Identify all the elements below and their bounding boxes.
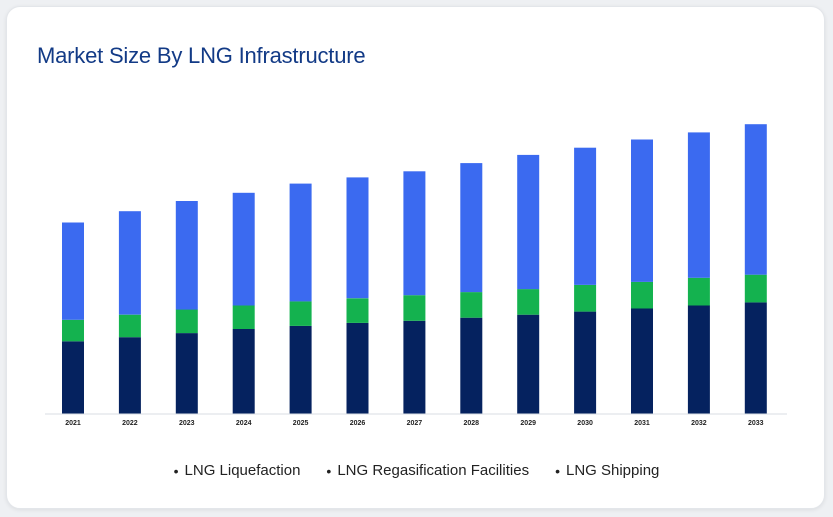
bar-segment-shipping-2022[interactable]: [118, 337, 141, 414]
bar-segment-liquefaction-2030[interactable]: [574, 147, 597, 285]
x-tick-label: 2025: [293, 420, 309, 427]
bar-segment-regasification-2021[interactable]: [62, 319, 84, 342]
bar-segment-regasification-2033[interactable]: [744, 274, 767, 303]
bar-segment-regasification-2032[interactable]: [687, 277, 710, 306]
legend-bullet: •: [555, 462, 560, 479]
x-tick-label: 2030: [577, 420, 593, 427]
bar-segment-liquefaction-2028[interactable]: [460, 163, 483, 293]
x-tick-label: 2026: [350, 420, 366, 427]
bar-segment-regasification-2023[interactable]: [175, 309, 198, 334]
x-tick-label: 2033: [748, 420, 764, 427]
x-tick-label: 2023: [179, 420, 195, 427]
bar-segment-liquefaction-2032[interactable]: [687, 132, 710, 278]
bar-segment-shipping-2030[interactable]: [574, 311, 597, 414]
bar-segment-regasification-2024[interactable]: [232, 305, 255, 329]
bar-segment-shipping-2033[interactable]: [744, 302, 767, 414]
x-tick-label: 2029: [520, 420, 536, 427]
bar-segment-regasification-2026[interactable]: [346, 298, 369, 323]
x-tick-label: 2031: [634, 420, 650, 427]
x-tick-label: 2022: [122, 420, 138, 427]
bar-segment-shipping-2023[interactable]: [175, 333, 198, 414]
bar-segment-liquefaction-2022[interactable]: [118, 211, 141, 315]
stacked-bar-chart: 2021 2022 2023 2024 2025 2026 2027 2028 2029 2030…: [45, 124, 787, 427]
legend-item-regasification[interactable]: • LNG Regasification Facilities: [326, 462, 529, 479]
bar-segment-shipping-2026[interactable]: [346, 322, 369, 414]
chart-title: Market Size By LNG Infrastructure: [37, 43, 366, 68]
legend-item-liquefaction[interactable]: • LNG Liquefaction: [174, 462, 301, 479]
bars-group: [62, 124, 767, 414]
bar-segment-liquefaction-2021[interactable]: [62, 222, 84, 320]
bar-segment-liquefaction-2027[interactable]: [403, 171, 426, 296]
bar-segment-regasification-2028[interactable]: [460, 292, 483, 318]
legend: • LNG Liquefaction • LNG Regasification …: [7, 462, 826, 479]
legend-label: LNG Regasification Facilities: [337, 462, 530, 479]
x-tick-label: 2027: [407, 420, 423, 427]
bar-segment-liquefaction-2031[interactable]: [631, 139, 653, 282]
x-tick-labels: 2021 2022 2023 2024 2025 2026 2027 2028 2029 2030…: [65, 420, 763, 427]
bar-segment-liquefaction-2029[interactable]: [517, 154, 540, 290]
bar-segment-shipping-2025[interactable]: [289, 325, 312, 414]
legend-item-shipping[interactable]: • LNG Shipping: [555, 462, 659, 479]
bar-segment-shipping-2021[interactable]: [62, 341, 84, 414]
bar-segment-shipping-2032[interactable]: [687, 305, 710, 414]
bar-segment-liquefaction-2033[interactable]: [744, 124, 767, 275]
bar-segment-liquefaction-2023[interactable]: [175, 201, 198, 310]
bar-segment-liquefaction-2025[interactable]: [289, 183, 312, 302]
legend-label: LNG Liquefaction: [184, 462, 301, 479]
bar-segment-regasification-2031[interactable]: [631, 281, 653, 309]
x-tick-label: 2032: [691, 420, 707, 427]
x-tick-label: 2024: [236, 420, 252, 427]
bar-segment-shipping-2028[interactable]: [460, 317, 483, 414]
x-tick-label: 2028: [464, 420, 480, 427]
legend-bullet: •: [326, 462, 332, 479]
chart-card: Market Size By LNG Infrastructure 2021 20…: [6, 6, 825, 509]
bar-segment-liquefaction-2024[interactable]: [232, 192, 255, 306]
bar-segment-shipping-2031[interactable]: [631, 308, 653, 415]
bar-segment-regasification-2029[interactable]: [517, 289, 540, 315]
bar-segment-shipping-2029[interactable]: [517, 314, 540, 414]
legend-label: LNG Shipping: [565, 462, 660, 479]
bar-segment-shipping-2027[interactable]: [403, 320, 426, 414]
bar-segment-shipping-2024[interactable]: [232, 329, 255, 414]
bar-segment-regasification-2022[interactable]: [118, 314, 141, 338]
bar-segment-liquefaction-2026[interactable]: [346, 177, 369, 299]
bar-segment-regasification-2025[interactable]: [289, 301, 312, 326]
bar-segment-regasification-2027[interactable]: [403, 295, 426, 321]
bar-segment-regasification-2030[interactable]: [574, 285, 597, 312]
legend-bullet: •: [173, 462, 179, 479]
x-tick-label: 2021: [65, 420, 81, 427]
